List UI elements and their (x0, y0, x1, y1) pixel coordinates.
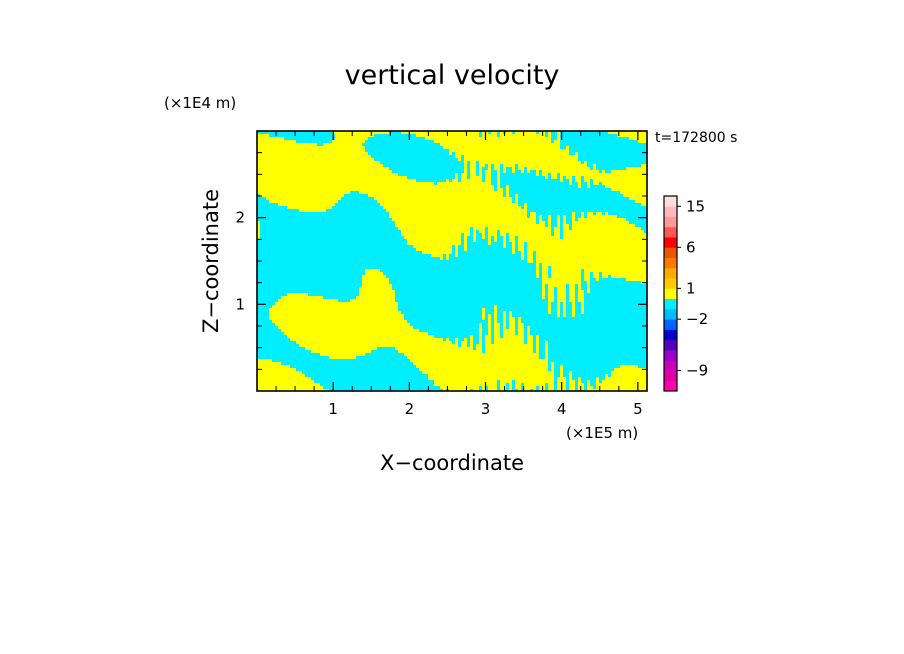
chart-title: vertical velocity (345, 60, 560, 91)
colorbar-segment (664, 370, 677, 382)
x-tick-label: 3 (481, 400, 491, 418)
y-axis: 12 (235, 152, 647, 370)
x-axis-label: X−coordinate (380, 451, 524, 475)
velocity-field (257, 131, 647, 391)
y-tick-label: 2 (235, 209, 245, 227)
colorbar-segment (664, 247, 677, 258)
colorbar-segment (664, 206, 677, 217)
colorbar-segment (664, 288, 677, 300)
y-tick-label: 1 (235, 295, 245, 313)
colorbar-segment (664, 237, 677, 248)
colorbar-segment (664, 360, 677, 371)
y-unit-label: (×1E4 m) (164, 94, 236, 112)
x-axis: 1 2 3 4 5 (275, 131, 643, 418)
colorbar-segment (664, 329, 677, 341)
colorbar-segment (664, 380, 677, 392)
colorbar-tick-label: 1 (686, 279, 696, 297)
colorbar-segment (664, 216, 677, 228)
colorbar-segment (664, 319, 677, 330)
colorbar-tick-label: −2 (686, 310, 708, 328)
time-label: t=172800 s (655, 130, 737, 146)
colorbar-tick-label: 6 (686, 238, 696, 256)
x-tick-label: 5 (633, 400, 643, 418)
field-positive-region (257, 131, 647, 391)
colorbar: 15 6 1 −2 −9 (663, 195, 708, 392)
x-unit-label: (×1E5 m) (566, 424, 638, 442)
colorbar-segment (664, 196, 677, 207)
colorbar-segment (664, 267, 677, 279)
colorbar-segment (664, 308, 677, 320)
colorbar-tick-label: 15 (686, 197, 705, 215)
colorbar-frame (663, 195, 678, 392)
colorbar-tick-label: −9 (686, 361, 708, 379)
y-axis-label: Z−coordinate (199, 189, 223, 333)
colorbar-segment (664, 257, 677, 269)
x-tick-label: 2 (405, 400, 415, 418)
colorbar-segment (664, 226, 677, 238)
colorbar-segment (664, 339, 677, 351)
colorbar-segment (664, 349, 677, 361)
colorbar-segment (664, 298, 677, 310)
x-tick-label: 4 (557, 400, 567, 418)
colorbar-segment (664, 278, 677, 289)
x-tick-label: 1 (328, 400, 338, 418)
